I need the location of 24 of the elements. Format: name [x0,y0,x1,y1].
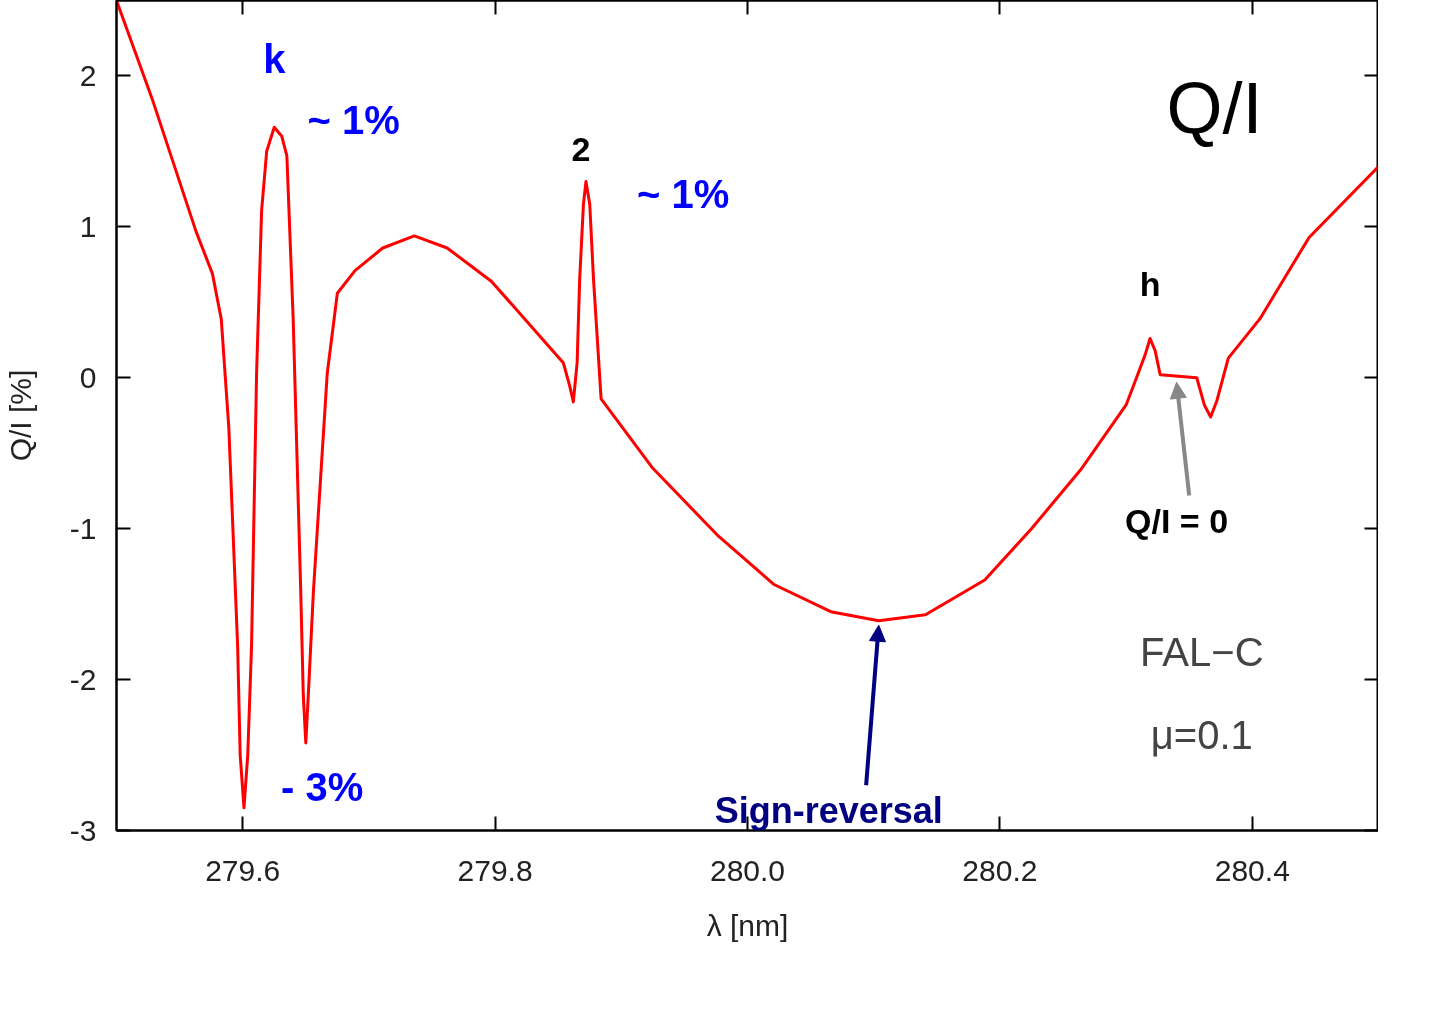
y-tick-label: 2 [79,58,97,92]
y-tick-label: -3 [69,813,97,847]
y-axis-title: Q/I [%] [3,369,37,462]
text: Q/I [1166,68,1263,149]
y-tick-label: 1 [79,209,97,243]
x-tick-label: 280.2 [962,853,1038,887]
annotation: k [263,37,287,82]
annotation: Sign-reversal [714,790,943,832]
annotation: h [1139,265,1161,304]
annotation: 2 [571,130,591,169]
y-tick-label: -1 [69,511,97,545]
annotation: FAL−C [1140,630,1264,675]
annotation: μ=0.1 [1150,713,1253,758]
x-tick-label: 280.4 [1214,853,1290,887]
annotation: Q/I = 0 [1125,502,1229,541]
x-tick-label: 279.8 [457,853,533,887]
x-tick-label: 280.0 [709,853,786,887]
y-tick-label: -2 [69,662,97,696]
annotation: ~ 1% [637,171,730,216]
annotation: ~ 1% [307,97,400,142]
y-tick-label: 0 [79,360,97,394]
x-axis-title: λ [nm] [706,908,789,942]
x-tick-label: 279.6 [205,853,281,887]
annotation: - 3% [281,764,364,809]
